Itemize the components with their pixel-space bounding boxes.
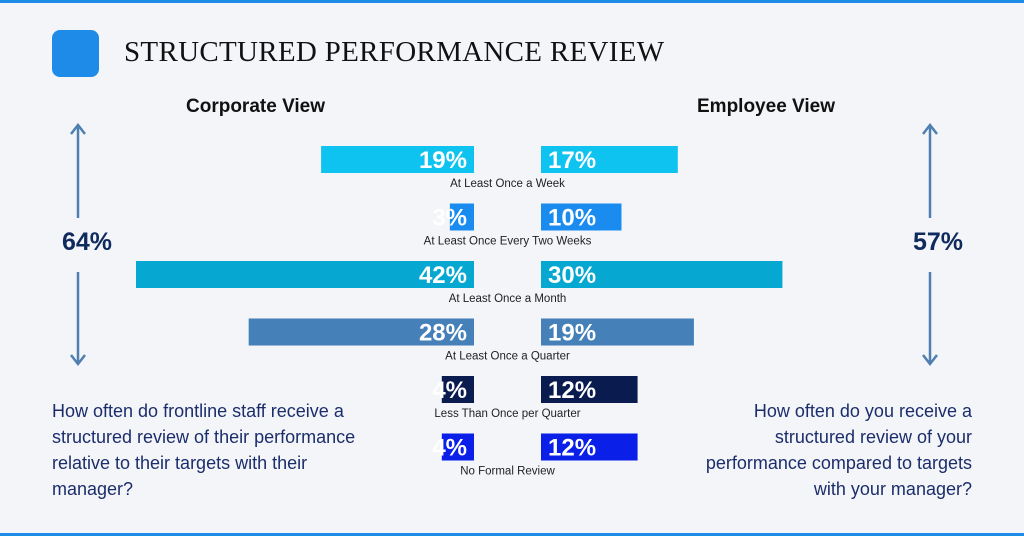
employee-value-label-4: 19% [548, 320, 596, 347]
page-title: STRUCTURED PERFORMANCE REVIEW [124, 36, 665, 68]
category-label-3: At Least Once a Month [449, 293, 567, 305]
category-label-4: At Least Once a Quarter [445, 351, 570, 363]
employee-question: How often do you receive a structured re… [705, 401, 972, 499]
category-label-6: No Formal Review [460, 466, 555, 478]
corporate-total: 64% [62, 228, 113, 256]
employee-value-label-3: 30% [548, 262, 596, 289]
logo-square-icon [52, 30, 99, 77]
employee-bar-2 [541, 203, 622, 231]
corporate-value-label-5: 4% [432, 377, 467, 404]
employee-value-label-1: 17% [548, 147, 596, 174]
employee-total: 57% [913, 228, 964, 256]
employee-value-label-5: 12% [548, 377, 596, 404]
employee-bar-5 [541, 376, 638, 403]
right-range-arrow-icon [922, 122, 938, 367]
left-range-arrow-icon [70, 122, 86, 367]
corporate-bar-2 [449, 203, 474, 231]
corporate-value-label-6: 4% [432, 435, 467, 462]
corporate-bar-1 [321, 146, 474, 173]
employee-bar-3 [541, 261, 783, 288]
corporate-value-label-3: 42% [419, 262, 467, 289]
employee-bar-1 [541, 146, 678, 173]
employee-view-label: Employee View [697, 96, 835, 117]
category-label-2: At Least Once Every Two Weeks [424, 236, 592, 248]
employee-value-label-2: 10% [548, 205, 596, 232]
corporate-view-label: Corporate View [186, 96, 326, 117]
corporate-bar-4 [248, 318, 474, 346]
employee-bar-6 [541, 433, 638, 461]
category-label-5: Less Than Once per Quarter [434, 408, 580, 420]
employee-bar-4 [541, 318, 694, 346]
corporate-value-label-2: 3% [432, 205, 467, 232]
category-label-1: At Least Once a Week [450, 178, 565, 190]
corporate-bar-6 [441, 433, 474, 461]
corporate-value-label-1: 19% [419, 147, 467, 174]
corporate-value-label-4: 28% [419, 320, 467, 347]
corporate-bar-3 [136, 261, 474, 288]
employee-value-label-6: 12% [548, 435, 596, 462]
corporate-question: How often do frontline staff receive a s… [52, 401, 356, 499]
corporate-bar-5 [441, 376, 474, 403]
